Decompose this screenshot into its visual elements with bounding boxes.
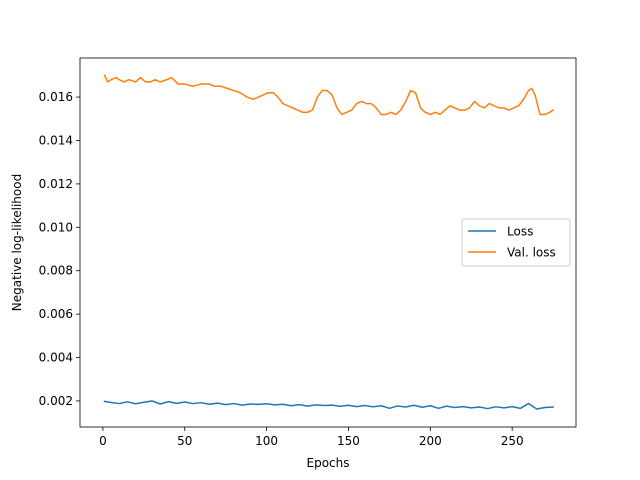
y-tick-label: 0.016 <box>39 90 73 104</box>
y-tick-label: 0.012 <box>39 177 73 191</box>
legend-label-val-loss: Val. loss <box>507 246 556 260</box>
legend: Loss Val. loss <box>461 218 571 267</box>
y-tick-label: 0.004 <box>39 351 73 365</box>
y-tick-label: 0.008 <box>39 264 73 278</box>
series-layer <box>103 74 555 410</box>
plot-frame <box>79 57 577 428</box>
y-axis-label: Negative log-likelihood <box>10 174 24 311</box>
x-tick-label: 200 <box>419 434 442 448</box>
x-axis-ticks: 0 50 100 150 200 250 <box>99 427 524 448</box>
x-tick-label: 150 <box>337 434 360 448</box>
y-axis-ticks: 0.002 0.004 0.006 0.008 0.010 0.012 0.014 0.016 <box>39 90 80 408</box>
y-tick-label: 0.006 <box>39 307 73 321</box>
series-line-val-loss <box>103 74 555 116</box>
series-line-loss <box>103 400 554 410</box>
x-tick-label: 250 <box>501 434 524 448</box>
y-tick-label: 0.010 <box>39 220 73 234</box>
y-tick-label: 0.014 <box>39 133 73 147</box>
x-tick-label: 0 <box>99 434 107 448</box>
x-tick-label: 100 <box>255 434 278 448</box>
x-tick-label: 50 <box>177 434 192 448</box>
legend-label-loss: Loss <box>507 225 533 239</box>
x-axis-label: Epochs <box>307 456 350 470</box>
y-tick-label: 0.002 <box>39 394 73 408</box>
